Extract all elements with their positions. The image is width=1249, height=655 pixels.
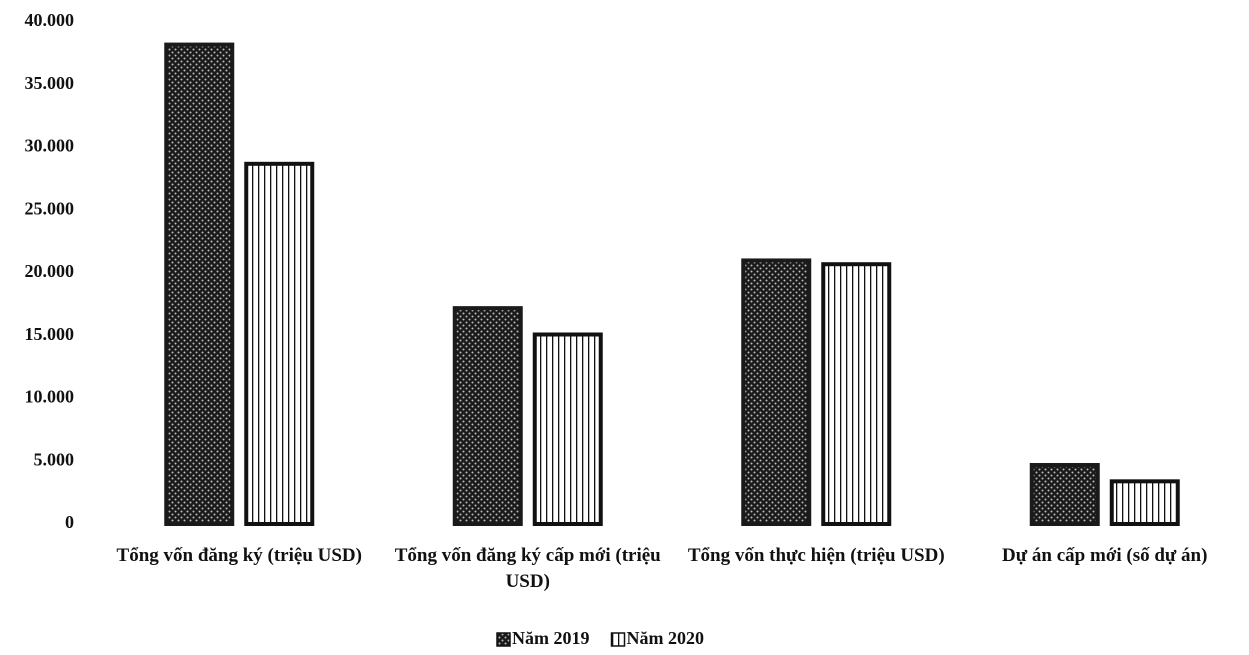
x-tick-label: Tổng vốn đăng ký (triệu USD): [116, 545, 362, 566]
y-tick-label: 30.000: [25, 136, 75, 156]
y-tick-label: 5.000: [34, 449, 75, 469]
y-tick-label: 35.000: [25, 73, 75, 93]
legend-label: Năm 2020: [627, 628, 705, 648]
y-tick-label: 15.000: [25, 324, 75, 344]
y-tick-label: 10.000: [25, 387, 75, 407]
y-tick-label: 0: [65, 512, 74, 532]
y-tick-label: 25.000: [25, 198, 75, 218]
bar: [244, 161, 315, 526]
bar: [821, 262, 892, 526]
bar: [741, 258, 812, 526]
legend-label: Năm 2019: [512, 628, 590, 648]
legend-swatch: [610, 632, 626, 647]
y-tick-label: 40.000: [25, 10, 75, 30]
bar: [452, 306, 523, 527]
x-tick-label: Tổng vốn thực hiện (triệu USD): [687, 545, 945, 566]
x-tick-label: Dự án cấp mới (số dự án): [1002, 545, 1208, 566]
x-tick-label: Tổng vốn đăng ký cấp mới (triệu USD): [394, 545, 661, 592]
legend-swatch: [496, 632, 511, 647]
bar: [1109, 479, 1180, 526]
y-tick-label: 20.000: [25, 261, 75, 281]
bar: [532, 332, 603, 526]
bar: [1029, 463, 1100, 527]
bar: [164, 42, 235, 527]
